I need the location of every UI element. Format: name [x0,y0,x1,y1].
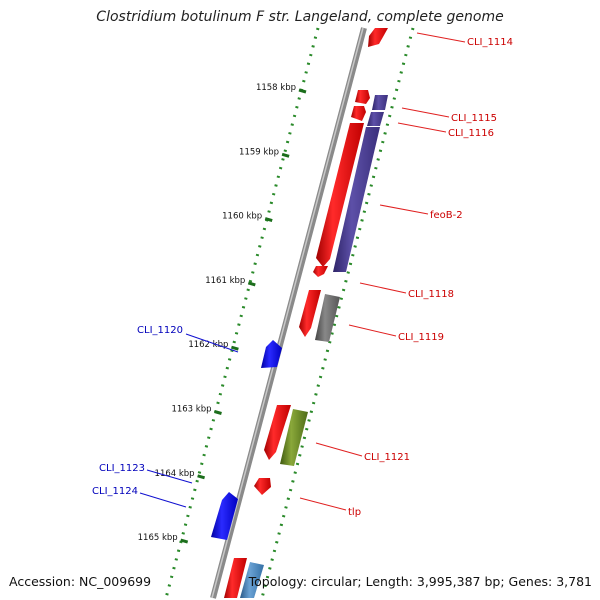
gene-feature-cli-1121[interactable] [264,405,291,460]
gene-label-cli-1123[interactable]: CLI_1123 [99,463,145,474]
gene-label-cli-1119[interactable]: CLI_1119 [398,332,444,343]
gene-label-tlp[interactable]: tlp [348,507,361,518]
gene-feature-cli-1121-olive[interactable] [280,409,308,466]
gene-label-cli-1116[interactable]: CLI_1116 [448,128,494,139]
kbp-tick-mark [197,474,206,480]
gene-feature-cli-1118[interactable] [313,266,328,277]
tick-track-outer [164,27,320,599]
gene-label-cli-1121[interactable]: CLI_1121 [364,452,410,463]
gene-feature-bottom-red[interactable] [224,558,247,598]
kbp-tick-label: 1162 kbp [188,340,228,350]
gene-label-cli-1120[interactable]: CLI_1120 [137,325,183,336]
gene-feature-feob-2-purple[interactable] [333,127,380,272]
kbp-tick-label: 1165 kbp [138,533,178,543]
kbp-tick-mark [230,345,239,351]
topology-text: Topology: circular; Length: 3,995,387 bp… [248,574,592,589]
gene-feature-cli-1115[interactable] [355,90,370,104]
callouts-left [139,333,239,508]
kbp-tick-label: 1160 kbp [222,212,262,222]
gene-feature-cli-1119-gray[interactable] [315,294,340,342]
gene-label-cli-1115[interactable]: CLI_1115 [451,113,497,124]
gene-feature-cli-1116[interactable] [351,106,366,121]
kbp-tick-mark [180,538,189,544]
kbp-tick-mark [214,410,222,415]
gene-feature-cli-1116-purple[interactable] [367,112,384,126]
gene-label-cli-1114[interactable]: CLI_1114 [467,37,513,48]
gene-feature-cli-1119[interactable] [299,290,321,337]
gene-label-feob-2[interactable]: feoB-2 [430,210,463,221]
map-title: Clostridium botulinum F str. Langeland, … [96,9,504,25]
kbp-tick-label: 1158 kbp [256,83,296,93]
tick-track-inner [260,27,415,599]
kbp-tick-mark [281,152,290,158]
gene-feature-cli-1124[interactable] [211,492,238,540]
gene-feature-feob-2[interactable] [316,123,364,267]
gene-label-cli-1124[interactable]: CLI_1124 [92,486,138,497]
kbp-tick-mark [298,88,307,94]
gene-feature-tlp[interactable] [254,478,271,495]
kbp-tick-label: 1159 kbp [239,147,279,157]
gene-feature-cli-1120[interactable] [261,340,282,368]
kbp-tick-mark [264,217,273,223]
kbp-tick-mark [247,281,256,287]
kbp-tick-label: 1163 kbp [171,405,211,415]
genome-backbone-highlight [211,27,364,599]
gene-feature-cli-1115-purple[interactable] [372,95,388,110]
genome-backbone [210,27,367,599]
kbp-tick-label: 1161 kbp [205,276,245,286]
callouts-right [299,32,466,511]
gene-feature-cli-1114[interactable] [368,28,388,47]
accession-text: Accession: NC_009699 [9,574,152,589]
gene-feature-bottom-steel[interactable] [240,562,264,598]
gene-label-cli-1118[interactable]: CLI_1118 [408,289,454,300]
kbp-tick-label: 1164 kbp [155,469,195,479]
